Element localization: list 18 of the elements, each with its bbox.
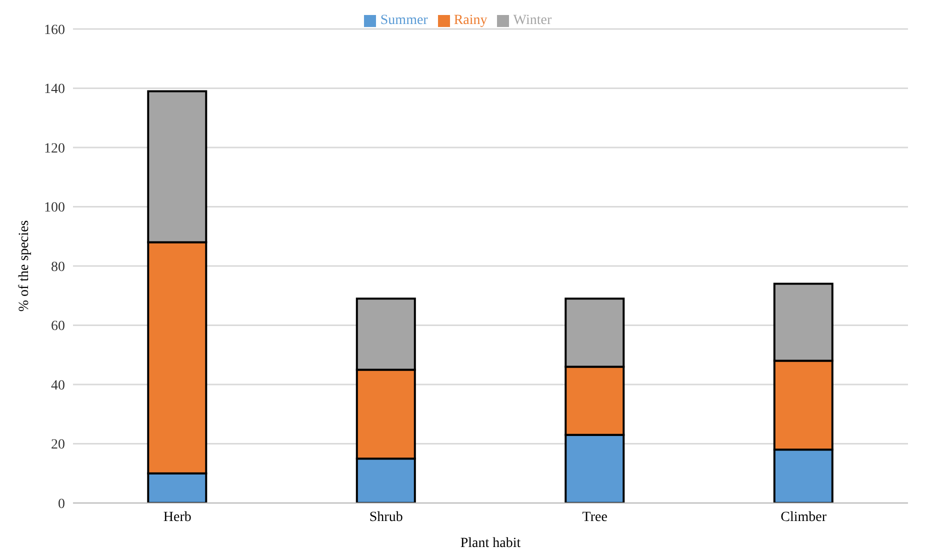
y-tick-label: 160 [44, 22, 65, 38]
y-axis-title: % of the species [16, 220, 32, 312]
y-tick-label: 20 [51, 438, 65, 453]
x-tick-label: Climber [780, 510, 827, 525]
y-tick-label: 120 [44, 141, 65, 156]
y-tick-label: 140 [44, 82, 65, 98]
y-tick-label: 0 [58, 496, 65, 512]
y-tick-label: 100 [44, 200, 65, 216]
y-tick-label: 80 [51, 260, 65, 275]
x-tick-label: Tree [582, 510, 608, 525]
x-tick-label: Herb [163, 510, 192, 525]
legend-label: Summer [380, 13, 428, 28]
x-tick-label: Shrub [369, 510, 403, 525]
x-axis-title: Plant habit [460, 536, 521, 551]
y-tick-label: 40 [51, 378, 65, 394]
legend-label: Winter [513, 13, 552, 28]
y-tick-label: 60 [51, 319, 65, 334]
legend-label: Rainy [454, 13, 488, 28]
